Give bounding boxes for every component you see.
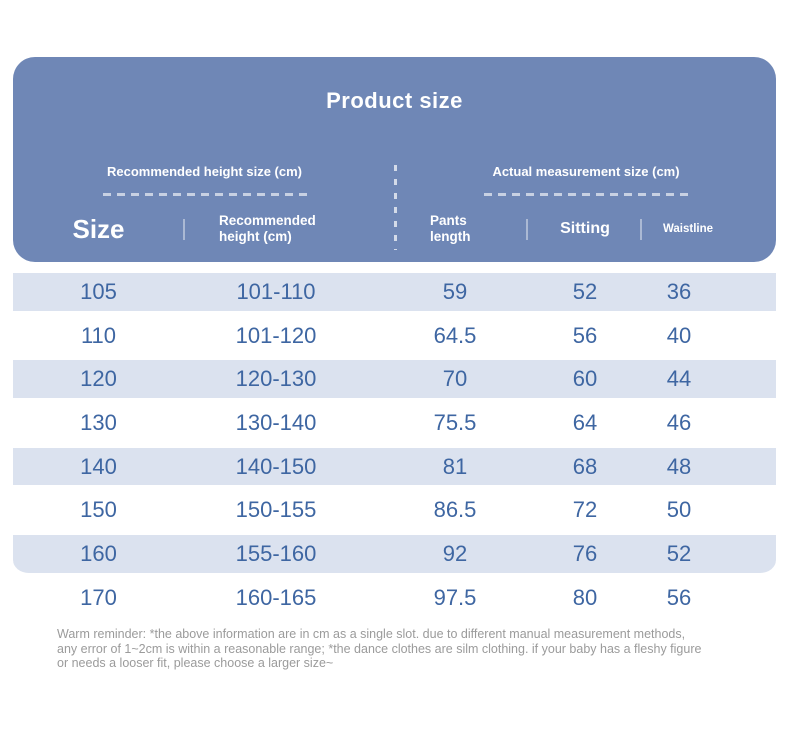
table-cell-height: 155-160 [235,540,317,566]
reminder-line: any error of 1~2cm is within a reasonabl… [57,641,702,656]
table-cell-waistline: 46 [666,409,692,435]
table-cell-size: 170 [80,584,117,610]
column-separator [640,219,642,240]
column-header-size: Size [13,207,184,251]
group-recommended-height: Recommended height size (cm) [13,164,396,196]
column-header-label: Recommended height (cm) [219,213,316,244]
table-cell-height: 130-140 [235,409,317,435]
table-cell-sitting: 76 [572,540,598,566]
table-row: 160 155-160 92 76 52 [13,532,776,576]
table-row: 130 130-140 75.5 64 46 [13,401,776,445]
table-cell-waistline: 36 [666,278,692,304]
table-cell-waistline: 52 [666,540,692,566]
table-cell-waistline: 56 [666,584,692,610]
table-row: 120 120-130 70 60 44 [13,357,776,402]
table-row: 110 101-120 64.5 56 40 [13,314,776,358]
table-row: 150 150-155 86.5 72 50 [13,488,776,532]
column-header-label: Size [72,213,125,244]
table-cell-sitting: 52 [572,278,598,304]
table-cell-size: 110 [80,322,117,348]
table-cell-size: 160 [80,540,117,566]
reminder-line: or needs a looser fit, please choose a l… [57,656,334,670]
table-cell-height: 140-150 [235,453,317,479]
table-cell-height: 101-110 [236,278,316,304]
table-cell-size: 130 [80,409,117,435]
group-label-recommended: Recommended height size (cm) [106,164,303,179]
table-cell-size: 105 [80,278,117,304]
table-cell-waistline: 48 [666,453,692,479]
column-group-header: Recommended height size (cm) Actual meas… [13,164,776,196]
group-actual-measurement: Actual measurement size (cm) [396,164,776,196]
table-cell-size: 120 [80,366,117,392]
table-cell-size: 150 [80,497,117,523]
dashed-underline-right [484,193,688,196]
table-cell-sitting: 56 [572,322,598,348]
dashed-divider-vertical [394,165,397,250]
table-row: 170 160-165 97.5 80 56 [13,576,776,620]
table-cell-sitting: 72 [572,497,598,523]
column-header-waistline: Waistline [642,207,776,251]
column-header-pants-length: Pants length [368,207,528,251]
table-cell-pants-length: 64.5 [433,322,477,348]
table-cell-pants-length: 97.5 [433,584,477,610]
page-title: Product size [326,88,463,113]
table-cell-sitting: 80 [572,584,598,610]
table-cell-sitting: 60 [572,366,598,392]
column-header-label: Sitting [560,220,610,237]
table-cell-pants-length: 70 [442,366,468,392]
header-card: Product size Recommended height size (cm… [13,57,776,262]
table-cell-pants-length: 75.5 [433,409,477,435]
table-cell-sitting: 64 [572,409,598,435]
reminder-line: Warm reminder: *the above information ar… [57,627,686,641]
table-row: 105 101-110 59 52 36 [13,270,776,314]
table-cell-height: 120-130 [235,366,317,392]
column-header-row: Size Recommended height (cm) Pants lengt… [13,207,776,251]
table-cell-waistline: 50 [666,497,692,523]
table-cell-waistline: 40 [666,322,692,348]
table-cell-height: 160-165 [235,584,317,610]
table-row: 140 140-150 81 68 48 [13,444,776,489]
table-cell-height: 101-120 [235,322,317,348]
size-table: 105 101-110 59 52 36 110 101-120 64.5 56… [13,270,776,620]
table-cell-sitting: 68 [572,453,598,479]
dashed-underline-left [102,193,307,196]
table-cell-pants-length: 81 [442,453,468,479]
table-cell-waistline: 44 [666,366,692,392]
table-cell-pants-length: 59 [442,278,468,304]
group-label-actual: Actual measurement size (cm) [492,164,680,179]
column-header-label: Pants length [430,213,471,244]
table-cell-height: 150-155 [235,497,317,523]
column-separator [183,219,185,240]
column-header-recommended-height: Recommended height (cm) [184,207,368,251]
column-header-sitting: Sitting [528,207,642,251]
warm-reminder: Warm reminder: *the above information ar… [57,627,769,671]
table-cell-size: 140 [80,453,117,479]
column-header-label: Waistline [662,223,714,235]
column-separator [526,219,528,240]
table-cell-pants-length: 86.5 [433,497,477,523]
table-cell-pants-length: 92 [442,540,468,566]
